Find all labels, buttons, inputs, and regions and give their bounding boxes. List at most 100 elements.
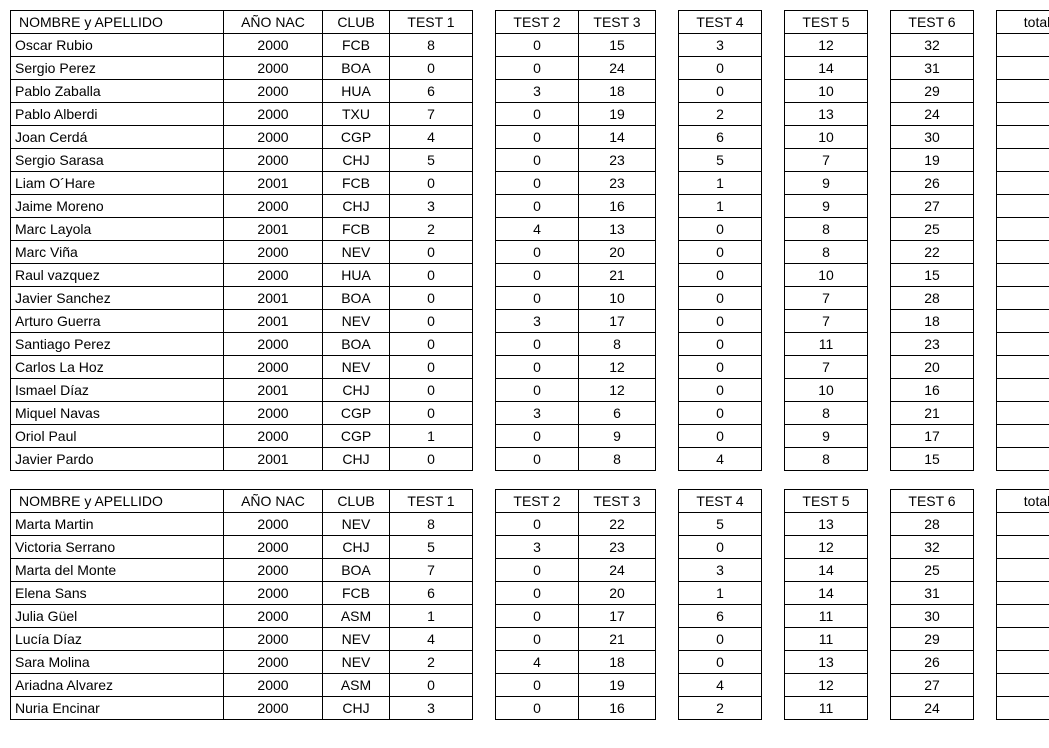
cell-test2: 0: [496, 356, 579, 379]
cell-test6: 30: [891, 605, 974, 628]
cell-test6: 16: [891, 379, 974, 402]
cell-name: Ismael Díaz: [11, 379, 224, 402]
cell-test1: 6: [390, 582, 473, 605]
cell-test4: 4: [679, 448, 762, 471]
results-table-2: NOMBRE y APELLIDOAÑO NACCLUBTEST 1TEST 2…: [10, 489, 1049, 720]
cell-name: Pablo Zaballa: [11, 80, 224, 103]
header-name: NOMBRE y APELLIDO: [11, 11, 224, 34]
cell-name: Miquel Navas: [11, 402, 224, 425]
cell-test1: 0: [390, 356, 473, 379]
cell-test1: 0: [390, 674, 473, 697]
cell-name: Sergio Sarasa: [11, 149, 224, 172]
cell-club: CGP: [323, 402, 390, 425]
cell-test5: 7: [785, 310, 868, 333]
cell-club: TXU: [323, 103, 390, 126]
cell-test1: 6: [390, 80, 473, 103]
cell-test1: 1: [390, 605, 473, 628]
cell-club: FCB: [323, 582, 390, 605]
cell-name: Marta del Monte: [11, 559, 224, 582]
cell-test1: 4: [390, 126, 473, 149]
table-row: Elena Sans2000FCB60201143172: [11, 582, 1049, 605]
cell-test1: 0: [390, 241, 473, 264]
cell-test1: 0: [390, 310, 473, 333]
cell-name: Marc Viña: [11, 241, 224, 264]
cell-total: 66: [997, 80, 1049, 103]
cell-test4: 4: [679, 674, 762, 697]
table-row: Javier Pardo2001CHJ008481535: [11, 448, 1049, 471]
header-test1: TEST 1: [390, 490, 473, 513]
cell-test2: 0: [496, 513, 579, 536]
cell-test6: 15: [891, 448, 974, 471]
cell-total: 70: [997, 34, 1049, 57]
cell-test1: 8: [390, 34, 473, 57]
table-row: Marta del Monte2000BOA70243142573: [11, 559, 1049, 582]
table-row: Sara Molina2000NEV24180132663: [11, 651, 1049, 674]
cell-total: 75: [997, 536, 1049, 559]
table-row: Oscar Rubio2000FCB80153123270: [11, 34, 1049, 57]
cell-test4: 2: [679, 103, 762, 126]
cell-test6: 28: [891, 287, 974, 310]
cell-test2: 0: [496, 149, 579, 172]
cell-year: 2000: [224, 697, 323, 720]
table-row: Arturo Guerra2001NEV0317071845: [11, 310, 1049, 333]
header-test3: TEST 3: [579, 490, 656, 513]
cell-test5: 14: [785, 57, 868, 80]
table-header-row: NOMBRE y APELLIDOAÑO NACCLUBTEST 1TEST 2…: [11, 11, 1049, 34]
header-test2: TEST 2: [496, 11, 579, 34]
cell-test6: 32: [891, 536, 974, 559]
cell-club: ASM: [323, 674, 390, 697]
cell-test5: 10: [785, 264, 868, 287]
cell-test5: 7: [785, 149, 868, 172]
results-table-1: NOMBRE y APELLIDOAÑO NACCLUBTEST 1TEST 2…: [10, 10, 1049, 471]
cell-test4: 0: [679, 333, 762, 356]
cell-test6: 27: [891, 674, 974, 697]
cell-test3: 10: [579, 287, 656, 310]
cell-test2: 0: [496, 264, 579, 287]
cell-year: 2000: [224, 674, 323, 697]
cell-test2: 0: [496, 287, 579, 310]
cell-test3: 16: [579, 195, 656, 218]
cell-club: NEV: [323, 241, 390, 264]
cell-test6: 25: [891, 218, 974, 241]
cell-test4: 1: [679, 195, 762, 218]
cell-year: 2001: [224, 379, 323, 402]
cell-year: 2000: [224, 34, 323, 57]
cell-club: NEV: [323, 513, 390, 536]
cell-total: 64: [997, 126, 1049, 149]
cell-year: 2001: [224, 287, 323, 310]
cell-year: 2000: [224, 402, 323, 425]
cell-total: 59: [997, 172, 1049, 195]
cell-total: 63: [997, 651, 1049, 674]
cell-test5: 11: [785, 697, 868, 720]
cell-test2: 0: [496, 241, 579, 264]
cell-total: 50: [997, 241, 1049, 264]
cell-test5: 14: [785, 582, 868, 605]
cell-test4: 0: [679, 356, 762, 379]
header-year: AÑO NAC: [224, 490, 323, 513]
cell-club: CHJ: [323, 379, 390, 402]
cell-name: Julia Güel: [11, 605, 224, 628]
header-club: CLUB: [323, 11, 390, 34]
cell-name: Jaime Moreno: [11, 195, 224, 218]
cell-total: 36: [997, 425, 1049, 448]
cell-total: 42: [997, 333, 1049, 356]
cell-name: Javier Sanchez: [11, 287, 224, 310]
cell-total: 73: [997, 559, 1049, 582]
header-test5: TEST 5: [785, 11, 868, 34]
cell-test2: 0: [496, 448, 579, 471]
cell-test1: 0: [390, 333, 473, 356]
cell-club: CHJ: [323, 448, 390, 471]
cell-year: 2000: [224, 356, 323, 379]
cell-test6: 15: [891, 264, 974, 287]
cell-test6: 31: [891, 57, 974, 80]
cell-club: CHJ: [323, 536, 390, 559]
cell-test5: 11: [785, 605, 868, 628]
cell-test2: 0: [496, 674, 579, 697]
table-row: Julia Güel2000ASM10176113065: [11, 605, 1049, 628]
cell-club: CHJ: [323, 149, 390, 172]
cell-total: 59: [997, 149, 1049, 172]
cell-club: HUA: [323, 80, 390, 103]
cell-test4: 0: [679, 218, 762, 241]
cell-test3: 8: [579, 333, 656, 356]
cell-test6: 28: [891, 513, 974, 536]
